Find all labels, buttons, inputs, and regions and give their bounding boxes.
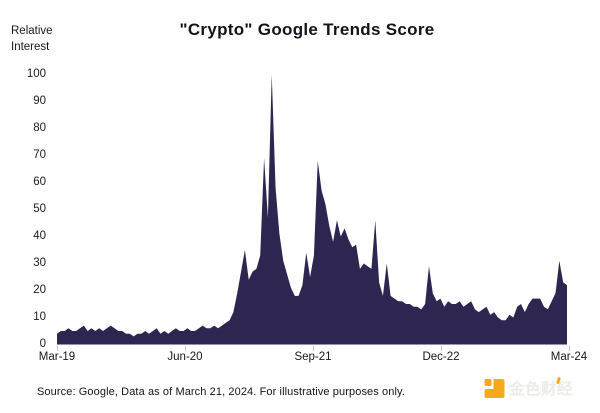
y-tick-label: 10: [33, 311, 46, 323]
x-tick-mark: [440, 346, 442, 351]
x-tick-mark: [184, 346, 186, 351]
x-tick-label: Mar-24: [550, 351, 588, 363]
jinse-logo-text: 金色财经: [509, 376, 573, 399]
y-tick-label: 60: [33, 176, 46, 188]
y-tick-label: 30: [33, 257, 46, 269]
x-tick-label: Mar-19: [38, 351, 76, 363]
x-tick-mark: [312, 346, 314, 351]
y-tick-label: 90: [33, 95, 46, 107]
y-tick-label: 50: [33, 203, 46, 215]
y-tick-label: 80: [33, 122, 46, 134]
trend-area: [57, 74, 567, 345]
source-note: Source: Google, Data as of March 21, 202…: [37, 386, 405, 398]
x-tick-mark: [568, 346, 570, 351]
y-tick-label: 0: [39, 338, 46, 350]
y-tick-label: 40: [33, 230, 46, 242]
jinse-logo-icon: [484, 378, 505, 398]
trend-area-svg: [57, 74, 567, 345]
x-tick-label: Dec-22: [422, 351, 460, 363]
x-tick-mark: [56, 346, 58, 351]
jinse-finance-logo: 金色财经: [484, 376, 573, 399]
chart-title: "Crypto" Google Trends Score: [179, 20, 435, 39]
y-axis-title: Relative Interest: [11, 25, 53, 53]
y-tick-label: 70: [33, 149, 46, 161]
y-tick-label: 20: [33, 284, 46, 296]
x-tick-label: Sep-21: [294, 351, 332, 363]
y-tick-label: 100: [26, 68, 46, 80]
x-tick-label: Jun-20: [167, 351, 203, 363]
